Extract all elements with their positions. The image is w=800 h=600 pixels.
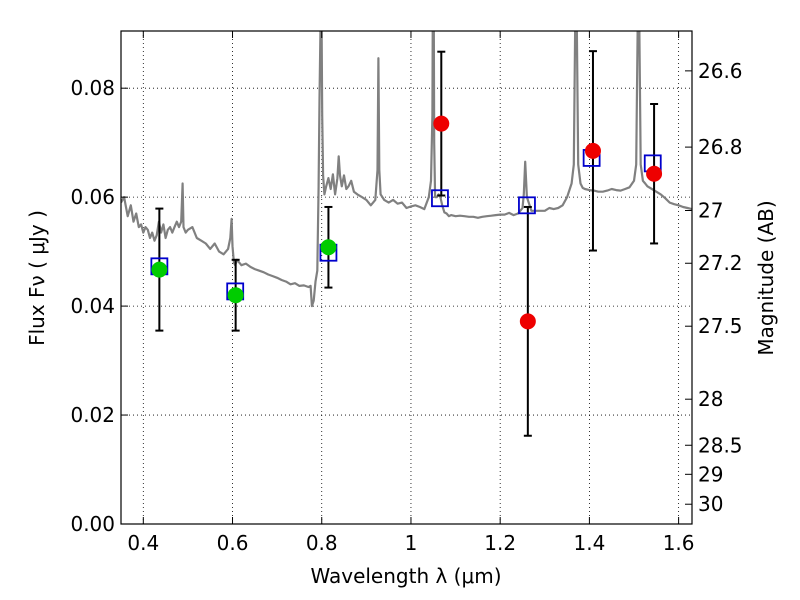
spectrum-line-group [121,31,692,308]
right-tick-label: 27 [698,199,723,223]
measured-flux-point [227,287,244,304]
y-tick-label: 0.04 [70,294,115,318]
right-tick-label: 30 [698,492,723,516]
right-tick-label: 28.5 [698,433,743,457]
right-tick-label: 28 [698,387,723,411]
measured-flux-point [519,313,536,330]
right-tick-label: 26.8 [698,135,743,159]
x-tick-label: 0.6 [217,531,249,555]
x-tick-label: 0.8 [306,531,338,555]
x-tick-label: 1 [405,531,418,555]
y-tick-label: 0.06 [70,185,115,209]
x-axis-title: Wavelength λ (μm) [310,564,501,588]
x-tick-label: 1.6 [663,531,695,555]
right-tick-label: 29 [698,462,723,486]
model-flux-square [431,189,449,208]
tick-labels: 0.4 0.6 0.8 1 1.2 1.4 1.6 0.00 0.02 0.04 0.06 0.08 2… [70,59,742,555]
y-tick-label: 0.02 [70,403,115,427]
axis-ticks [121,31,692,525]
x-tick-label: 1.4 [573,531,605,555]
plot-frame [120,30,693,525]
right-axis-title: Magnitude (AB) [754,200,778,355]
measured-flux-point [151,261,168,278]
spectrum-line [121,31,692,308]
x-tick-label: 1.2 [484,531,516,555]
model-flux-square [518,196,536,215]
right-tick-label: 26.6 [698,59,743,83]
x-tick-label: 0.4 [127,531,159,555]
measured-points [151,115,663,330]
measured-flux-point [646,165,663,182]
measured-flux-point [433,115,450,132]
right-tick-label: 27.5 [698,314,743,338]
measured-flux-point [320,239,337,256]
measured-flux-point [584,142,601,159]
y-axis-title: Flux Fν ( μJy ) [25,210,49,346]
y-tick-label: 0.08 [70,76,115,100]
y-tick-label: 0.00 [70,512,115,536]
right-tick-label: 27.2 [698,251,743,275]
